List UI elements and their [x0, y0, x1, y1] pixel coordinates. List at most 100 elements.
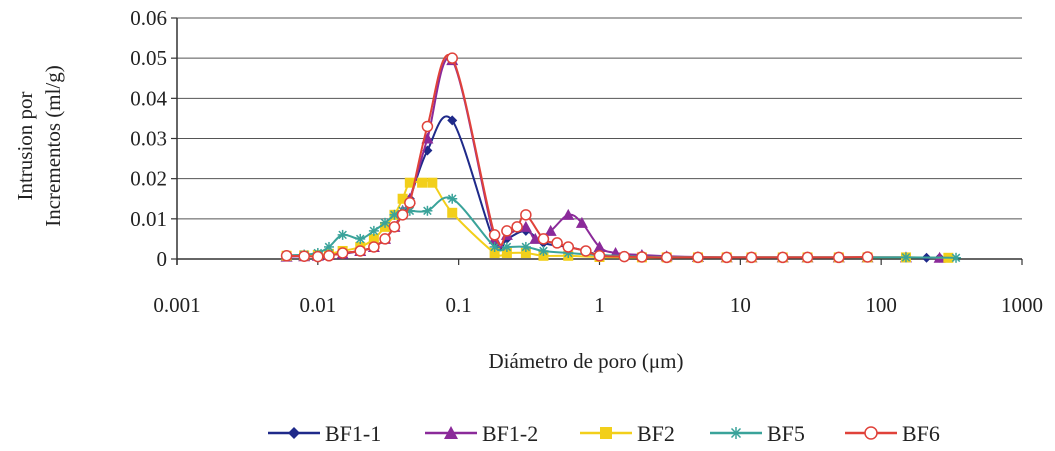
series-lines: [280, 52, 962, 264]
data-point: [422, 205, 433, 216]
x-tick-label: 0.01: [299, 293, 336, 317]
legend-label: BF6: [902, 421, 940, 446]
data-point: [600, 427, 612, 439]
data-point: [864, 426, 878, 440]
legend-label: BF2: [637, 421, 675, 446]
data-point: [519, 220, 532, 232]
y-tick-label: 0: [157, 247, 168, 271]
data-point: [551, 237, 563, 249]
legend-item-bf1-1: BF1-1: [268, 421, 381, 446]
legend-item-bf1-2: BF1-2: [425, 421, 538, 446]
data-point: [580, 245, 592, 257]
legend: BF1-1 BF1-2 BF2 BF5 BF6: [268, 421, 940, 446]
data-point: [288, 427, 300, 439]
data-point: [489, 241, 500, 252]
data-point: [368, 233, 379, 244]
data-point: [354, 245, 366, 257]
legend-label: BF1-2: [482, 421, 538, 446]
data-point: [447, 207, 458, 218]
data-point: [417, 177, 428, 188]
data-point: [488, 229, 501, 241]
legend-label: BF1-1: [325, 421, 381, 446]
data-point: [562, 241, 575, 253]
series-bf6: [280, 52, 874, 264]
data-point: [447, 193, 458, 204]
plot-frame: [176, 18, 1022, 265]
legend-item-bf6: BF6: [845, 421, 940, 446]
data-point: [501, 247, 512, 258]
x-tick-label: 0.1: [446, 293, 472, 317]
data-point: [446, 52, 458, 64]
data-point: [447, 115, 458, 126]
data-point: [520, 241, 531, 252]
data-point: [538, 245, 549, 256]
x-axis-label: Diámetro de poro (μm): [489, 349, 684, 373]
data-point: [404, 197, 416, 209]
data-point: [833, 251, 845, 264]
y-tick-label: 0.01: [130, 207, 167, 231]
data-point: [380, 217, 391, 228]
data-point: [544, 224, 557, 236]
data-point: [396, 209, 409, 221]
x-tick-label: 0.001: [153, 293, 200, 317]
y-tick-label: 0.03: [130, 127, 167, 151]
data-point: [520, 209, 532, 221]
data-point: [501, 225, 513, 237]
data-point: [368, 241, 380, 253]
data-point: [379, 233, 391, 245]
data-point: [593, 240, 606, 252]
data-point: [427, 177, 438, 188]
y-tick-label: 0.05: [130, 46, 167, 70]
y-tick-label: 0.02: [130, 167, 167, 191]
data-point: [861, 251, 874, 263]
data-point: [537, 233, 550, 245]
data-point: [730, 427, 742, 439]
y-tick-label: 0.04: [130, 86, 167, 110]
data-point: [520, 247, 531, 258]
data-point: [404, 177, 415, 188]
y-tick-label: 0.06: [130, 6, 167, 30]
data-point: [660, 251, 673, 264]
y-axis-label: Intrusion por Incrementos (ml/g): [13, 65, 65, 227]
data-point: [489, 247, 500, 258]
x-tick-label: 100: [865, 293, 897, 317]
data-point: [337, 229, 348, 240]
data-point: [562, 208, 575, 220]
legend-label: BF5: [767, 421, 805, 446]
y-axis-label-line-2: Incrementos (ml/g): [41, 65, 65, 227]
grid-lines: [177, 17, 1022, 220]
data-point: [280, 250, 293, 262]
data-point: [368, 225, 379, 236]
y-axis-label-line-1: Intrusion por: [13, 91, 37, 200]
legend-item-bf2: BF2: [580, 421, 675, 446]
data-point: [336, 247, 349, 259]
data-point: [501, 241, 512, 252]
data-point: [323, 250, 335, 262]
data-point: [692, 251, 704, 264]
data-point: [801, 251, 814, 264]
data-point: [720, 251, 733, 264]
data-point: [444, 426, 458, 439]
data-point: [593, 250, 606, 262]
data-point: [776, 251, 789, 264]
data-point: [618, 250, 631, 263]
data-point: [900, 252, 911, 263]
y-ticks: 0 0.01 0.02 0.03 0.04 0.05 0.06: [130, 6, 177, 271]
x-ticks: 0.001 0.01 0.1 1 10 100 1000: [153, 259, 1043, 317]
data-point: [951, 252, 962, 263]
data-point: [745, 251, 758, 264]
data-point: [312, 250, 324, 263]
data-point: [397, 193, 408, 204]
data-point: [511, 221, 523, 233]
data-point: [636, 251, 648, 263]
data-point: [421, 120, 434, 133]
x-tick-label: 1: [594, 293, 605, 317]
data-point: [298, 250, 310, 262]
data-point: [388, 221, 401, 233]
data-point: [355, 233, 366, 244]
x-tick-label: 10: [730, 293, 751, 317]
legend-item-bf5: BF5: [710, 421, 805, 446]
x-tick-label: 1000: [1001, 293, 1043, 317]
data-point: [575, 216, 588, 228]
